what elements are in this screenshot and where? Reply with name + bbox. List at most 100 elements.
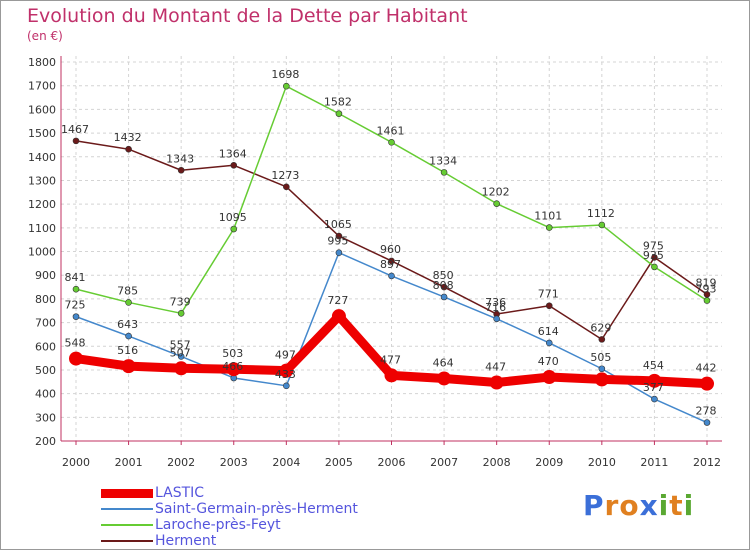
- data-label: 377: [643, 381, 664, 394]
- data-label: 975: [643, 239, 664, 252]
- data-point: [72, 137, 80, 145]
- x-tick-label: 2004: [272, 456, 300, 469]
- data-label: 433: [275, 368, 296, 381]
- y-tick-label: 1600: [28, 103, 56, 116]
- data-label: 960: [380, 243, 401, 256]
- data-label: 1461: [377, 124, 405, 137]
- data-label: 516: [117, 344, 138, 357]
- data-label: 850: [433, 269, 454, 282]
- data-label: 477: [380, 353, 401, 366]
- data-point: [437, 371, 452, 386]
- data-point: [384, 368, 399, 383]
- data-point: [388, 272, 395, 280]
- chart-title: Evolution du Montant de la Dette par Hab…: [27, 5, 468, 27]
- y-tick-label: 600: [35, 340, 56, 353]
- y-tick-label: 1000: [28, 246, 56, 259]
- data-label: 1343: [166, 152, 194, 165]
- data-label: 1432: [114, 131, 142, 144]
- data-label: 841: [65, 271, 86, 284]
- x-tick-label: 2011: [640, 456, 668, 469]
- data-point: [489, 375, 504, 390]
- y-tick-label: 1800: [28, 56, 56, 69]
- y-tick-label: 1700: [28, 80, 56, 93]
- proxiti-logo: Proxiti: [583, 489, 694, 522]
- y-tick-label: 900: [35, 269, 56, 282]
- data-point: [125, 145, 132, 153]
- data-label: 557: [170, 338, 191, 351]
- legend-item-laroche: Laroche-près-Feyt: [101, 517, 358, 533]
- data-point: [440, 293, 448, 301]
- y-tick-label: 1500: [28, 127, 56, 140]
- data-point: [335, 110, 343, 117]
- data-label: 466: [222, 360, 243, 373]
- data-point: [335, 249, 343, 256]
- data-label: 507: [170, 346, 191, 359]
- data-label: 1467: [61, 123, 89, 136]
- legend-swatch: [101, 508, 153, 510]
- data-label: 793: [696, 283, 717, 296]
- data-label: 1112: [587, 207, 615, 220]
- data-point: [388, 257, 395, 265]
- data-label: 785: [117, 284, 138, 297]
- data-label: 771: [538, 288, 559, 301]
- data-point: [545, 339, 553, 347]
- data-point: [230, 225, 238, 233]
- data-point: [493, 315, 500, 323]
- data-point: [703, 297, 711, 304]
- data-point: [598, 365, 606, 373]
- legend-item-lastic: LASTIC: [101, 485, 358, 501]
- data-point: [72, 285, 80, 293]
- data-label: 470: [538, 355, 559, 368]
- x-tick-label: 2007: [430, 456, 458, 469]
- y-tick-label: 1100: [28, 222, 56, 235]
- data-point: [125, 299, 132, 306]
- data-point: [226, 362, 241, 377]
- data-label: 442: [696, 362, 717, 375]
- data-point: [545, 224, 553, 231]
- y-tick-label: 400: [35, 388, 56, 401]
- logo-letter: i: [683, 489, 695, 522]
- legend-label: Laroche-près-Feyt: [155, 517, 281, 533]
- data-label: 503: [222, 347, 243, 360]
- data-point: [542, 370, 557, 385]
- data-label: 1273: [271, 169, 299, 182]
- data-point: [331, 309, 346, 324]
- data-label: 739: [170, 295, 191, 308]
- data-label: 614: [538, 325, 559, 338]
- x-tick-label: 2006: [378, 456, 406, 469]
- data-label: 819: [696, 276, 717, 289]
- legend-swatch: [101, 524, 153, 526]
- y-tick-label: 1200: [28, 198, 56, 211]
- data-point: [283, 382, 290, 390]
- data-point: [594, 372, 609, 387]
- data-label: 1065: [324, 218, 352, 231]
- logo-letter: t: [669, 489, 684, 522]
- data-point: [440, 283, 448, 291]
- x-tick-label: 2000: [62, 456, 90, 469]
- data-label: 505: [590, 351, 611, 364]
- data-label: 1334: [429, 154, 457, 167]
- data-point: [598, 336, 606, 343]
- legend-item-herment: Herment: [101, 533, 358, 549]
- data-point: [703, 419, 711, 426]
- legend-label: Saint-Germain-près-Herment: [155, 501, 358, 517]
- x-tick-label: 2002: [167, 456, 195, 469]
- x-tick-label: 2008: [483, 456, 511, 469]
- data-point: [230, 161, 238, 169]
- chart-subtitle: (en €): [27, 29, 63, 43]
- data-point: [69, 351, 83, 366]
- x-tick-label: 2001: [115, 456, 143, 469]
- legend-label: Herment: [155, 533, 217, 549]
- y-tick-label: 200: [35, 435, 56, 448]
- legend-swatch: [101, 540, 153, 542]
- data-point: [125, 332, 132, 340]
- y-tick-label: 500: [35, 364, 56, 377]
- legend: LASTIC Saint-Germain-près-Herment Laroch…: [101, 485, 358, 549]
- data-point: [177, 353, 185, 360]
- y-tick-label: 1300: [28, 174, 56, 187]
- data-point: [174, 361, 189, 376]
- legend-swatch: [101, 488, 153, 498]
- y-tick-label: 700: [35, 317, 56, 330]
- data-label: 716: [485, 301, 506, 314]
